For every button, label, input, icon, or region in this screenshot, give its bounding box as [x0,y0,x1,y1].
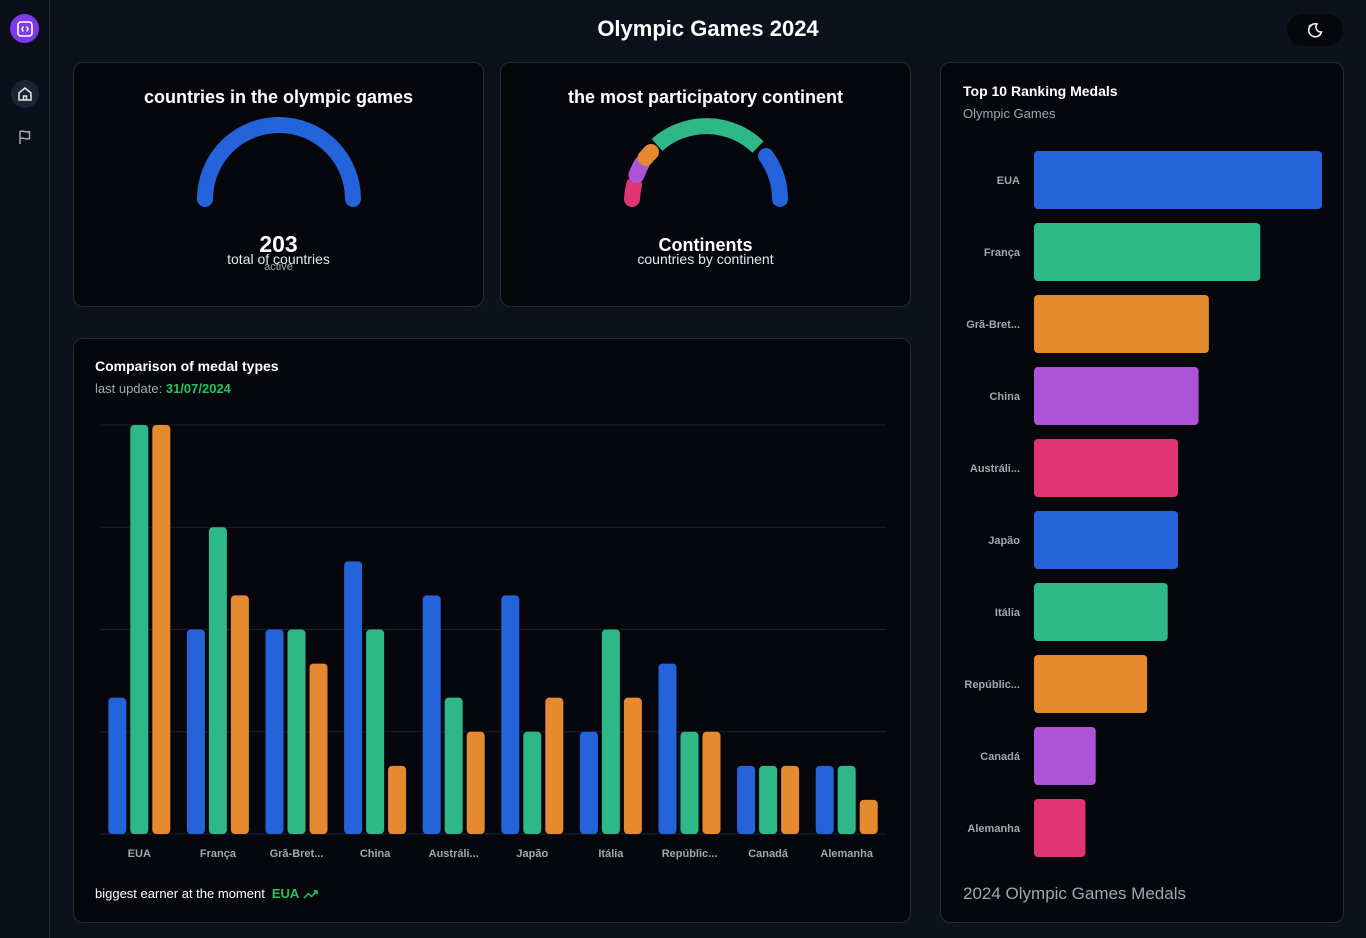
x-tick-label: Grã-Bret... [270,848,324,860]
home-icon [18,87,32,101]
medal-bar[interactable] [837,765,856,834]
continent-card-footer: countries by continent [637,251,774,267]
ranking-bar[interactable] [1034,151,1322,209]
medal-bar[interactable] [466,731,485,834]
ranking-bar[interactable] [1034,583,1168,641]
x-tick-label: Canadá [748,848,789,860]
countries-count: 203 [259,231,298,257]
medal-bar[interactable] [759,765,778,834]
medal-bar[interactable] [501,595,520,834]
medal-comparison-card: Comparison of medal types last update: 3… [73,338,911,923]
medal-bar[interactable] [579,731,598,834]
app-logo[interactable] [10,14,39,43]
ranking-title: Top 10 Ranking Medals [963,83,1118,99]
ranking-bar[interactable] [1034,439,1178,497]
medal-bar[interactable] [545,697,564,834]
countries-card-title: countries in the olympic games [143,87,414,107]
medal-bar[interactable] [737,765,756,834]
countries-card: countries in the olympic games 203 activ… [73,62,484,307]
flag-icon [19,130,31,144]
ranking-label: Austráli... [970,463,1020,475]
medal-bar[interactable] [680,731,699,834]
medal-bar[interactable] [208,527,227,834]
medal-bar[interactable] [523,731,542,834]
ranking-label: Japão [988,535,1020,547]
medal-bar[interactable] [815,765,834,834]
ranking-footer: 2024 Olympic Games Medals [963,884,1186,903]
medal-bar[interactable] [287,629,306,835]
continent-gauge-label: Continents [658,235,753,255]
ranking-bar[interactable] [1034,511,1178,569]
sidebar-item-home[interactable] [11,80,39,108]
ranking-bar[interactable] [1034,799,1086,857]
theme-toggle-button[interactable] [1287,14,1343,46]
trending-up-icon [303,889,319,899]
continent-card: the most participatory continent Contine… [500,62,911,307]
medal-bar[interactable] [130,425,149,834]
moon-stars-icon [1307,23,1323,38]
medal-bar[interactable] [859,799,878,834]
ranking-bar[interactable] [1034,295,1209,353]
medal-bar[interactable] [444,697,463,834]
ranking-bar[interactable] [1034,655,1148,713]
x-tick-label: Japão [516,848,548,860]
page-title: Olympic Games 2024 [597,16,819,41]
ranking-label: EUA [997,175,1020,187]
medal-bar[interactable] [344,561,363,834]
x-tick-label: França [200,848,237,860]
app-logo-icon [16,20,33,37]
biggest-earner-label: biggest earner at the moment [95,886,265,901]
x-tick-label: Itália [598,848,624,860]
ranking-label: Itália [995,607,1021,619]
medal-bar[interactable] [422,595,441,834]
medal-bar[interactable] [601,629,620,835]
medal-bar[interactable] [623,697,642,834]
medal-comparison-title: Comparison of medal types [95,358,279,374]
medal-bar[interactable] [230,595,249,834]
countries-status: active [264,261,293,273]
x-tick-label: Repúblic... [662,848,718,860]
ranking-bar[interactable] [1034,367,1199,425]
ranking-bar[interactable] [1034,223,1261,281]
x-tick-label: Austráli... [429,848,479,860]
biggest-earner: biggest earner at the moment EUA [95,886,319,901]
medal-bar[interactable] [108,697,127,834]
x-tick-label: EUA [128,848,151,860]
ranking-chart: EUA França Grã-Bret... China Austráli... Japã… [964,151,1322,857]
medal-bar[interactable] [265,629,284,835]
ranking-subtitle: Olympic Games [963,106,1056,121]
last-update-date: 31/07/2024 [165,381,231,396]
continent-card-title: the most participatory continent [567,87,844,107]
medal-bar[interactable] [658,663,677,834]
medal-bar[interactable] [388,765,407,834]
x-tick-label: Alemanha [820,848,873,860]
medal-bar[interactable] [781,765,800,834]
countries-gauge [197,117,361,207]
medal-bar[interactable] [366,629,385,835]
medal-bar[interactable] [309,663,328,834]
ranking-label: Repúblic... [964,679,1020,691]
ranking-label: China [989,391,1020,403]
last-update: last update: 31/07/2024 [95,381,231,396]
ranking-label: Alemanha [967,823,1020,835]
continent-gauge [624,118,788,207]
last-update-label: last update: [95,381,163,396]
ranking-bar[interactable] [1034,727,1096,785]
x-tick-label: China [360,848,391,860]
medal-comparison-chart: EUA França Grã-Bret... China Austráli... Japã… [100,424,886,860]
ranking-label: França [984,247,1021,259]
sidebar-item-countries[interactable] [11,123,39,151]
medal-bar[interactable] [186,629,205,835]
ranking-card: Top 10 Ranking Medals Olympic Games EUA F… [940,62,1344,923]
biggest-earner-value: EUA [271,886,300,901]
countries-card-footer: total of countries [227,251,330,267]
sidebar [0,0,50,938]
ranking-label: Canadá [980,751,1021,763]
ranking-label: Grã-Bret... [966,319,1020,331]
medal-bar[interactable] [702,731,721,834]
medal-bar[interactable] [152,425,171,834]
